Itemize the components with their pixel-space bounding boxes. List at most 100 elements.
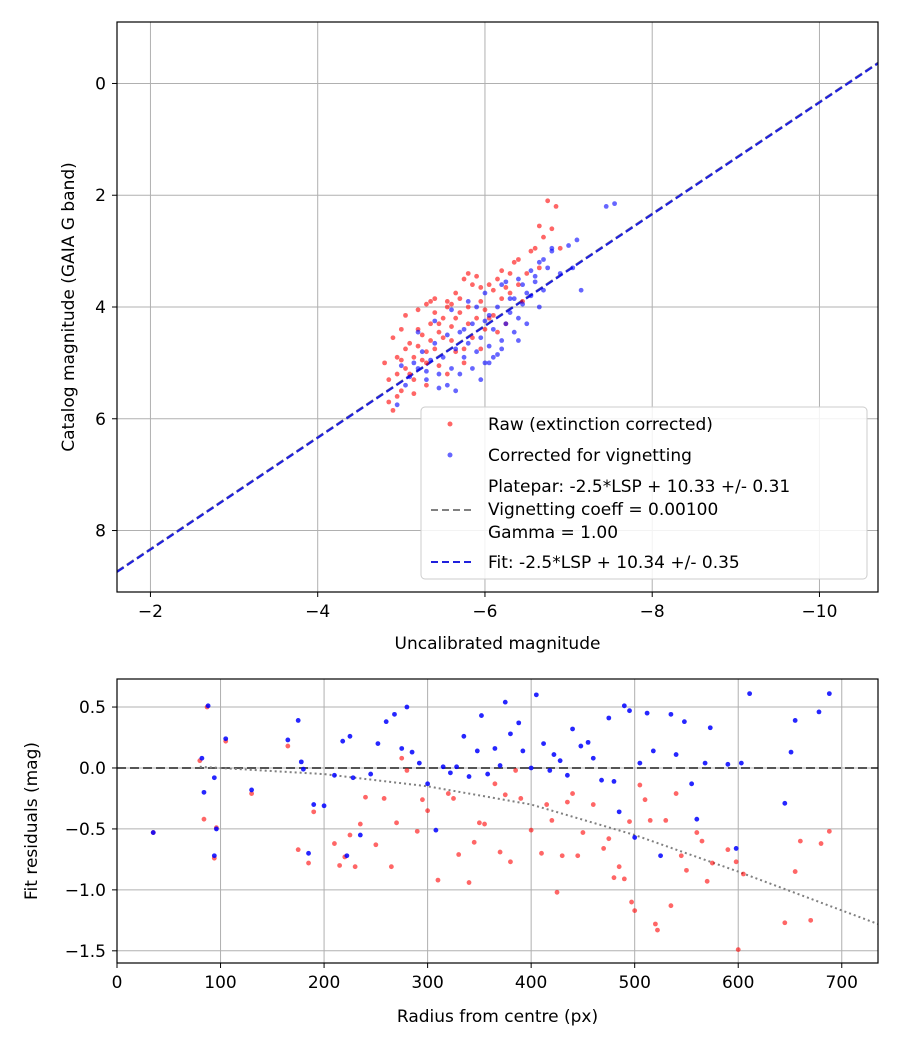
corrected-residual-point — [637, 760, 643, 766]
corrected-residual-point — [547, 768, 553, 773]
raw-residual-point — [502, 792, 508, 798]
corrected-point — [516, 338, 521, 343]
corrected-residual-point — [347, 733, 353, 739]
corrected-residual-point — [447, 770, 453, 776]
raw-residual-point — [492, 781, 498, 787]
bottom-y-axis-label: Fit residuals (mag) — [22, 742, 42, 900]
corrected-point — [432, 318, 438, 324]
corrected-point — [499, 338, 505, 343]
corrected-residual-point — [578, 743, 584, 749]
raw-point — [390, 407, 396, 413]
corrected-point — [440, 354, 446, 360]
corrected-residual-point — [528, 765, 534, 771]
corrected-residual-point — [616, 809, 622, 815]
raw-point — [449, 324, 454, 329]
vignetting-model-curve — [199, 765, 879, 925]
corrected-point — [541, 287, 546, 293]
corrected-residual-point — [673, 752, 679, 757]
corrected-point — [453, 388, 459, 394]
corrected-residual-point — [502, 699, 508, 705]
top-x-tick-label: −4 — [305, 602, 330, 622]
corrected-residual-point — [357, 832, 363, 838]
corrected-point — [407, 374, 413, 380]
top-y-tick-label: 4 — [95, 298, 106, 318]
corrected-point — [524, 321, 530, 327]
corrected-point — [465, 299, 471, 304]
raw-point — [411, 377, 417, 383]
raw-point — [398, 326, 404, 332]
corrected-point — [574, 237, 580, 243]
corrected-residual-point — [516, 720, 522, 726]
raw-point — [474, 315, 479, 321]
raw-point — [398, 388, 404, 394]
raw-residual-point — [306, 860, 311, 866]
raw-residual-point — [425, 808, 431, 814]
corrected-residual-point — [474, 748, 480, 754]
raw-residual-point — [549, 817, 555, 823]
bottom-y-tick-label: 0.5 — [79, 698, 106, 718]
corrected-residual-point — [788, 749, 794, 755]
raw-residual-point — [694, 830, 700, 835]
corrected-residual-point — [650, 748, 656, 754]
raw-point — [415, 307, 421, 313]
raw-point — [436, 321, 442, 327]
raw-point — [394, 371, 400, 377]
corrected-residual-point — [425, 781, 431, 787]
raw-point — [499, 296, 505, 302]
raw-point — [503, 285, 509, 290]
raw-point — [470, 282, 475, 288]
bottom-y-tick-label: −1.5 — [65, 942, 106, 962]
raw-point — [424, 382, 429, 388]
raw-point — [394, 354, 400, 360]
corrected-point — [436, 371, 442, 377]
corrected-residual-point — [306, 850, 311, 856]
raw-point — [478, 346, 484, 352]
corrected-residual-point — [694, 816, 700, 822]
raw-point — [440, 315, 446, 321]
raw-point — [524, 271, 530, 276]
raw-residual-point — [782, 920, 788, 926]
corrected-residual-point — [668, 711, 674, 717]
raw-residual-point — [394, 820, 399, 826]
corrected-residual-point — [440, 764, 446, 770]
bottom-data-points — [150, 691, 832, 952]
corrected-point — [419, 349, 425, 355]
bottom-grid — [116, 679, 878, 963]
raw-residual-point — [668, 903, 674, 909]
raw-residual-point — [544, 802, 550, 807]
corrected-point — [570, 265, 576, 271]
raw-point — [449, 338, 454, 343]
corrected-residual-point — [399, 746, 405, 751]
raw-residual-point — [201, 816, 207, 822]
corrected-residual-point — [344, 853, 350, 859]
corrected-point — [457, 329, 463, 335]
corrected-residual-point — [557, 758, 563, 764]
raw-residual-point — [621, 876, 627, 882]
raw-point — [453, 315, 459, 321]
raw-residual-point — [678, 853, 684, 859]
corrected-residual-point — [416, 760, 422, 766]
corrected-residual-point — [611, 778, 617, 784]
raw-point — [461, 360, 467, 366]
raw-point — [424, 349, 429, 355]
raw-residual-point — [482, 821, 487, 827]
raw-residual-point — [451, 796, 456, 801]
corrected-residual-point — [644, 710, 650, 716]
raw-residual-point — [733, 859, 739, 865]
raw-residual-point — [352, 864, 358, 870]
raw-point — [449, 301, 454, 307]
corrected-point — [415, 366, 421, 371]
corrected-point — [403, 382, 408, 388]
corrected-residual-point — [606, 715, 612, 721]
corrected-residual-point — [508, 731, 513, 737]
corrected-residual-point — [681, 719, 687, 725]
corrected-point — [444, 382, 450, 388]
corrected-point — [490, 354, 496, 360]
raw-residual-point — [466, 880, 472, 885]
raw-residual-point — [249, 791, 254, 796]
raw-residual-point — [826, 828, 832, 834]
raw-point — [407, 340, 413, 346]
bottom-y-tick-label: −0.5 — [65, 820, 106, 840]
raw-point — [440, 335, 446, 341]
raw-residual-point — [580, 830, 586, 835]
